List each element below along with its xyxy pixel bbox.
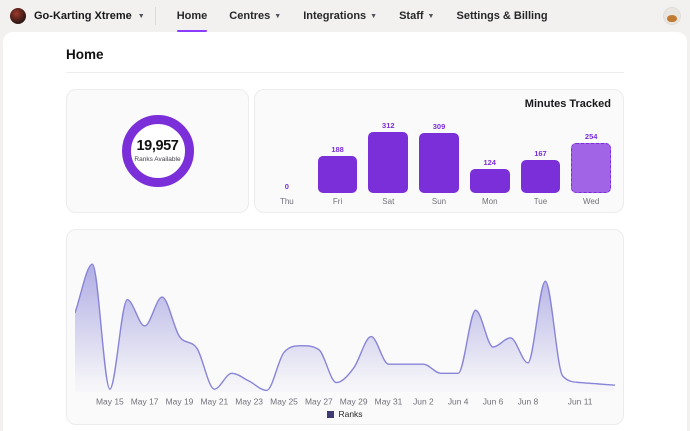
brand-name: Go-Karting Xtreme <box>34 10 132 22</box>
bar-column: 167 Tue <box>520 117 561 206</box>
bar-column: 309 Sun <box>419 117 459 206</box>
bar <box>317 156 358 193</box>
x-tick-label: May 19 <box>166 397 194 407</box>
page-title: Home <box>66 47 104 62</box>
minutes-tracked-title: Minutes Tracked <box>524 98 611 110</box>
ranks-area-chart: May 15 May 17 May 19 May 21 May 23 May 25 May … <box>75 263 615 407</box>
bar-day-label: Fri <box>332 197 343 206</box>
x-tick-label: Jun 11 <box>568 397 593 407</box>
bar-column: 254 Wed <box>571 117 612 206</box>
user-avatar[interactable] <box>664 8 680 24</box>
brand-logo <box>10 8 26 24</box>
bar-day-label: Sun <box>431 197 447 206</box>
bar-value-label: 124 <box>483 157 496 167</box>
x-tick-label: May 15 <box>96 397 124 407</box>
bar-day-label: Wed <box>583 197 600 206</box>
title-divider <box>66 72 624 73</box>
bar-column: 188 Fri <box>317 117 358 206</box>
x-tick-label: May 17 <box>131 397 159 407</box>
chevron-down-icon: ▼ <box>137 12 145 20</box>
bar-column: 0 Thu <box>267 117 307 206</box>
chevron-down-icon: ▼ <box>370 12 378 20</box>
minutes-tracked-chart: 0 Thu 188 Fri 312 Sat 309 Sun 124 Mon 167 Tue 254 Wed <box>267 112 612 206</box>
bar-value-label: 312 <box>382 120 395 130</box>
x-tick-label: Jun 6 <box>483 397 504 407</box>
bar-value-label: 167 <box>534 148 547 158</box>
bar <box>520 160 561 193</box>
ranks-available-label: Ranks Available <box>134 155 181 163</box>
ranks-available-value: 19,957 <box>136 138 179 155</box>
ranks-gauge-ring: 19,957 Ranks Available <box>121 115 194 187</box>
bar-value-label: 254 <box>584 131 598 141</box>
bar <box>571 143 612 193</box>
nav-item-centres[interactable]: Centres ▼ <box>229 10 282 22</box>
x-axis-tick-labels: May 15 May 17 May 19 May 21 May 23 May 25 May … <box>96 397 593 407</box>
chevron-down-icon: ▼ <box>274 12 282 20</box>
nav-divider <box>154 7 156 25</box>
legend-label-ranks: Ranks <box>338 409 363 419</box>
ranks-chart-card: May 15 May 17 May 19 May 21 May 23 May 25 May … <box>66 229 624 425</box>
top-nav: Go-Karting Xtreme ▼ Home Centres ▼ Integ… <box>0 0 690 32</box>
area-fill <box>75 264 615 392</box>
x-tick-label: May 21 <box>201 397 229 407</box>
chart-legend: Ranks <box>75 409 615 419</box>
ranks-available-card: 19,957 Ranks Available <box>66 89 249 213</box>
nav-item-integrations[interactable]: Integrations ▼ <box>303 10 378 22</box>
bar-day-label: Thu <box>279 197 294 206</box>
bar-day-label: Mon <box>481 197 498 206</box>
bar-day-label: Sat <box>382 197 395 206</box>
bar-value-label: 0 <box>284 181 289 191</box>
legend-swatch-ranks <box>327 410 335 418</box>
x-tick-label: May 23 <box>235 397 263 407</box>
minutes-tracked-card: Minutes Tracked 0 Thu 188 Fri 312 Sat 309 Sun 12… <box>254 89 624 213</box>
x-tick-label: May 27 <box>305 397 333 407</box>
bar <box>469 169 510 193</box>
bar-day-label: Tue <box>533 197 548 206</box>
x-tick-label: Jun 2 <box>413 397 434 407</box>
x-tick-label: Jun 4 <box>448 397 469 407</box>
x-tick-label: May 25 <box>270 397 298 407</box>
chevron-down-icon: ▼ <box>427 12 435 20</box>
bar <box>419 133 459 193</box>
bar-column: 312 Sat <box>368 117 409 206</box>
nav-item-settings-billing[interactable]: Settings & Billing <box>456 10 548 22</box>
bar-value-label: 309 <box>432 121 446 131</box>
x-tick-label: Jun 8 <box>518 397 539 407</box>
bar-column: 124 Mon <box>469 117 510 206</box>
brand-selector[interactable]: Go-Karting Xtreme ▼ <box>34 10 145 22</box>
nav-item-home[interactable]: Home <box>166 0 219 32</box>
bar-value-label: 188 <box>331 144 344 154</box>
x-tick-label: May 31 <box>375 397 403 407</box>
bar <box>368 132 409 193</box>
main-content: Home 19,957 Ranks Available Minutes Trac… <box>3 32 687 431</box>
nav-item-staff[interactable]: Staff ▼ <box>399 10 435 22</box>
x-tick-label: May 29 <box>340 397 368 407</box>
nav-menu: Home Centres ▼ Integrations ▼ Staff ▼ Se… <box>166 0 559 32</box>
area-line <box>75 263 615 392</box>
